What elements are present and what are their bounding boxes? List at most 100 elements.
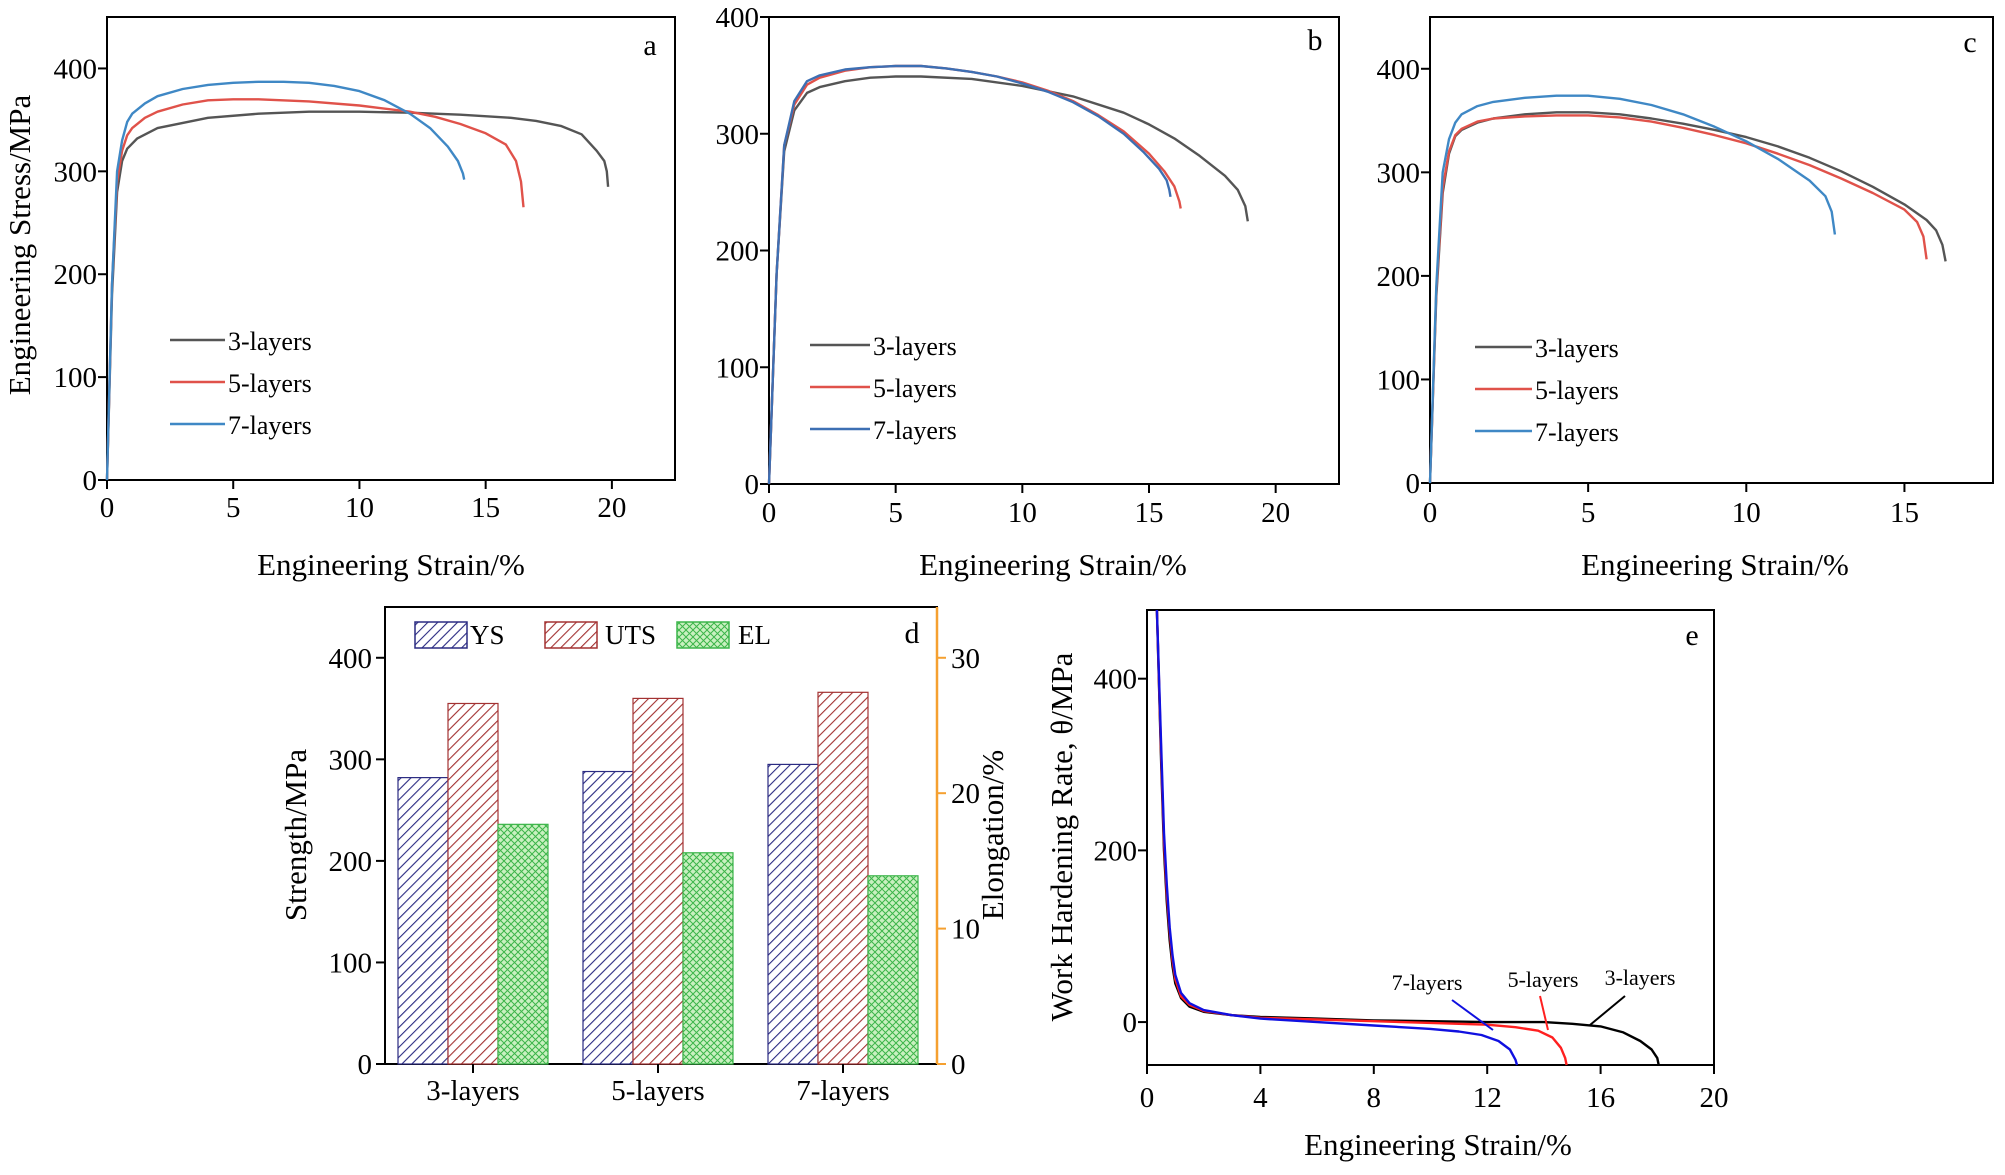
annotation-5-layers: 5-layers [1508, 967, 1579, 992]
x-tick-label: 12 [1473, 1082, 1502, 1114]
panel-c-xlabel: Engineering Strain/% [1581, 547, 1849, 582]
series-5-layers-line [105, 98, 525, 481]
panel-d-letter: d [905, 617, 920, 650]
category-label: 3-layers [426, 1075, 519, 1107]
panel-a-ylabel: Engineering Stress/MPa [2, 95, 37, 396]
x-tick-label: 5 [1581, 497, 1596, 529]
legend-uts-swatch [544, 621, 598, 649]
legend-3-layers-label: 3-layers [873, 332, 957, 361]
annotation-5-layers-arrow [1539, 995, 1549, 1031]
y-tick-label: 300 [716, 119, 760, 151]
legend-3-layers-label: 3-layers [1535, 334, 1619, 363]
panel-d-legend: YS UTS EL [414, 620, 771, 650]
bar-UTS-7-layers [817, 691, 869, 1065]
x-tick-label: 4 [1253, 1082, 1268, 1114]
series-3-layers-line [1428, 111, 1947, 484]
x-tick-label: 8 [1367, 1082, 1382, 1114]
panel-a-letter: a [643, 29, 656, 62]
series-7-layers-line [105, 80, 466, 481]
legend-5-layers-label: 5-layers [1535, 376, 1619, 405]
bar-UTS-3-layers [447, 702, 499, 1065]
panel-c-frame [1429, 16, 1994, 484]
y-tick-label: 0 [358, 1049, 373, 1081]
series-7-layers-line [1428, 94, 1837, 484]
series-3-layers-line [105, 110, 610, 481]
series-5-layers-line [1428, 114, 1928, 484]
panel-a-frame [106, 16, 676, 481]
y-tick-label: 100 [716, 352, 760, 384]
legend-7-layers-label: 7-layers [228, 411, 312, 440]
y2-tick-label: 10 [951, 914, 980, 946]
annotation-3-layers: 3-layers [1605, 965, 1676, 990]
panel-c-letter: c [1963, 26, 1976, 59]
annotation-3-layers-arrow [1589, 995, 1626, 1026]
y-tick-label: 400 [1377, 54, 1421, 86]
y-tick-label: 0 [1123, 1007, 1138, 1039]
legend-el-swatch [676, 621, 730, 649]
bar-YS-5-layers [582, 770, 634, 1065]
x-tick-label: 16 [1586, 1082, 1615, 1114]
panel-b-frame [768, 16, 1340, 485]
x-tick-label: 10 [1008, 497, 1037, 529]
panel-a-legend: 3-layers 5-layers 7-layers [170, 327, 312, 440]
x-tick-label: 15 [471, 492, 500, 524]
bar-UTS-5-layers [632, 697, 684, 1065]
series-7-layers-line [767, 64, 1172, 485]
y-tick-label: 300 [1377, 157, 1421, 189]
y-tick-label: 200 [54, 259, 98, 291]
y-tick-label: 100 [1377, 364, 1421, 396]
x-tick-label: 10 [345, 492, 374, 524]
y-tick-label: 0 [83, 465, 98, 497]
panel-e-letter: e [1685, 619, 1698, 652]
legend-ys-label: YS [470, 620, 505, 650]
y-tick-label: 100 [329, 947, 373, 979]
bar-EL-3-layers [497, 823, 549, 1065]
x-tick-label: 5 [226, 492, 241, 524]
panel-b-letter: b [1308, 24, 1323, 57]
panel-d-ylabel-left: Strength/MPa [278, 749, 313, 921]
y-tick-label: 100 [54, 362, 98, 394]
legend-5-layers-label: 5-layers [228, 369, 312, 398]
legend-7-layers-label: 7-layers [1535, 418, 1619, 447]
panel-c-legend: 3-layers 5-layers 7-layers [1475, 334, 1619, 447]
x-tick-label: 0 [100, 492, 115, 524]
panel-e-annotations: 7-layers 5-layers 3-layers [1392, 965, 1676, 1031]
panel-d: 0 100 200 300 400 0 10 20 30 3-layers 5-layers 7-la… [278, 606, 1010, 1107]
panel-b-xlabel: Engineering Strain/% [919, 547, 1187, 582]
legend-el-label: EL [738, 620, 771, 650]
panel-b-legend: 3-layers 5-layers 7-layers [810, 332, 957, 445]
y-tick-label: 200 [329, 846, 373, 878]
x-tick-label: 15 [1135, 497, 1164, 529]
bar-YS-3-layers [397, 777, 449, 1065]
y-tick-label: 400 [54, 53, 98, 85]
panel-c-marks: 0 5 10 15 0 100 200 300 400 [1377, 54, 1947, 529]
series-3-layers-line [1155, 609, 1660, 1066]
panel-c: 0 5 10 15 0 100 200 300 400 c Engineering Strain… [1377, 16, 1994, 582]
x-tick-label: 0 [1423, 497, 1438, 529]
y-tick-label: 0 [1406, 468, 1421, 500]
y2-tick-label: 20 [951, 778, 980, 810]
y-tick-label: 300 [329, 744, 373, 776]
y-tick-label: 200 [716, 236, 760, 268]
y-tick-label: 400 [1094, 664, 1138, 696]
panel-a-xlabel: Engineering Strain/% [257, 547, 525, 582]
x-tick-label: 20 [1700, 1082, 1729, 1114]
y-tick-label: 200 [1094, 835, 1138, 867]
bar-YS-7-layers [767, 763, 819, 1065]
x-tick-label: 20 [1261, 497, 1290, 529]
series-5-layers-line [767, 64, 1182, 485]
x-tick-label: 20 [597, 492, 626, 524]
y-tick-label: 300 [54, 156, 98, 188]
panel-d-ylabel-right: Elongation/% [975, 750, 1010, 920]
bar-EL-7-layers [867, 875, 919, 1065]
x-tick-label: 0 [762, 497, 777, 529]
category-label: 7-layers [796, 1075, 889, 1107]
y-tick-label: 400 [716, 2, 760, 34]
